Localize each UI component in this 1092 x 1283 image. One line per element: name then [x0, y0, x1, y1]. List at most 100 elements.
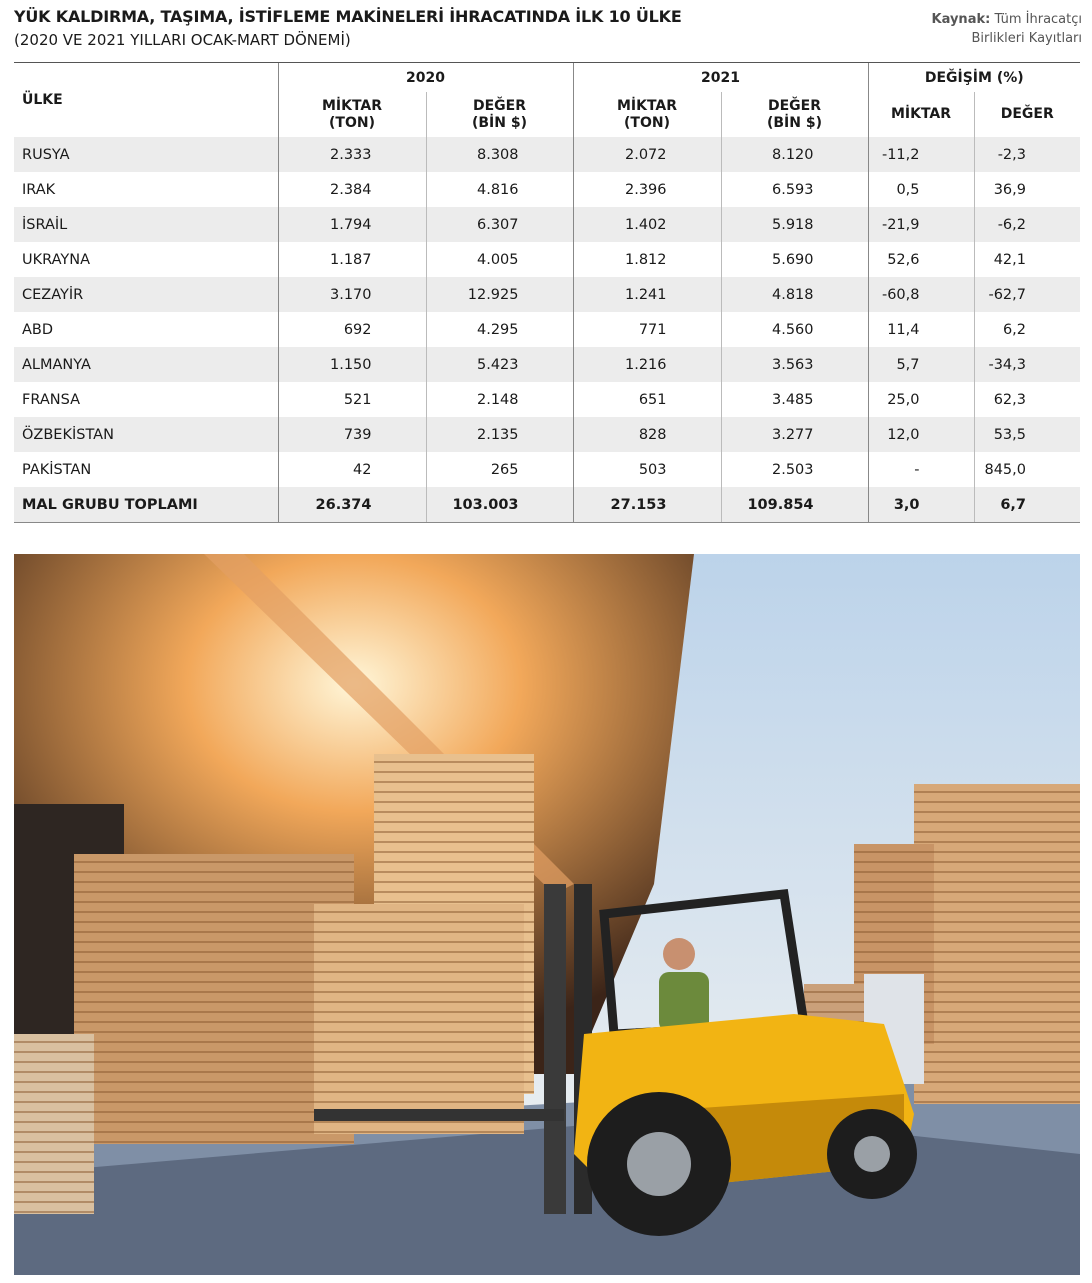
cell: 651 [572, 382, 721, 417]
cell: 6.307 [425, 207, 573, 242]
wood-stack [74, 854, 354, 1144]
country: PAKİSTAN [22, 461, 92, 478]
cell: 36,9 [973, 172, 1080, 207]
cell: 62,3 [973, 382, 1080, 417]
wood-stack [14, 1034, 94, 1214]
cell: 3.277 [720, 417, 868, 452]
fork [314, 1109, 564, 1121]
table-row: RUSYA 2.333 8.308 2.072 8.120 -11,2 -2,3 [14, 137, 1080, 172]
cell: 6.593 [720, 172, 868, 207]
column-header-line: DEĞER [1000, 106, 1054, 122]
column-header-line: MİKTAR [616, 97, 678, 114]
cell: 5.690 [720, 242, 868, 277]
cell: -6,2 [973, 207, 1080, 242]
cell: -21,9 [867, 207, 974, 242]
cell: 2.333 [277, 137, 426, 172]
cell: 1.187 [277, 242, 426, 277]
cell: 109.854 [720, 487, 868, 523]
cell: -11,2 [867, 137, 974, 172]
cell: 1.812 [572, 242, 721, 277]
country: İSRAİL [14, 207, 278, 242]
cell: 53,5 [973, 417, 1080, 452]
cell: 3.485 [720, 382, 868, 417]
cell: 4.818 [720, 277, 868, 312]
cell: 5.918 [720, 207, 868, 242]
cell: 2.072 [572, 137, 721, 172]
table-body: RUSYA 2.333 8.308 2.072 8.120 -11,2 -2,3 IRAK 2.… [14, 137, 1080, 523]
source-label: Kaynak: [931, 12, 991, 27]
cell: 27.153 [572, 487, 721, 523]
data-table: ÜLKE 2020 2021 DEĞİŞİM (%) MİKTAR (TON) DEĞER(… [14, 62, 1080, 523]
cell: 2.135 [425, 417, 573, 452]
cell: 0,5 [867, 172, 974, 207]
cell: 4.295 [425, 312, 573, 347]
cell: 771 [572, 312, 721, 347]
column-header-line: (BİN $) [471, 114, 527, 131]
cell: 2.148 [425, 382, 573, 417]
column-header: MİKTAR (TON) [572, 92, 721, 137]
cell: 42 [277, 452, 426, 487]
cell: 2.396 [572, 172, 721, 207]
cell: 26.374 [277, 487, 426, 523]
table-row: ABD 692 4.295 771 4.560 11,4 6,2 [14, 312, 1080, 347]
cell: 8.120 [720, 137, 868, 172]
column-header-line: DEĞER [767, 97, 822, 114]
group-header: 2020 [277, 62, 573, 92]
cell: 5,7 [867, 347, 974, 382]
country: ALMANYA [14, 347, 278, 382]
wood-stack [914, 784, 1080, 1104]
country: ABD [22, 321, 54, 338]
cell: 3,0 [867, 487, 974, 523]
cell: 692 [277, 312, 426, 347]
cell: 12,0 [867, 417, 974, 452]
group-header: 2021 [572, 62, 868, 92]
column-header-line: MİKTAR [321, 97, 383, 114]
cell: 3.170 [277, 277, 426, 312]
cell: 103.003 [425, 487, 573, 523]
cell: -2,3 [973, 137, 1080, 172]
cell: 25,0 [867, 382, 974, 417]
table-row: İSRAİL 1.794 6.307 1.402 5.918 -21,9 -6,2 [14, 207, 1080, 242]
cell: 503 [572, 452, 721, 487]
country: MAL GRUBU TOPLAMI [14, 487, 278, 523]
table-row: CEZAYİR 3.170 12.925 1.241 4.818 -60,8 -62,7 [14, 277, 1080, 312]
cell: 1.241 [572, 277, 721, 312]
cell: 1.216 [572, 347, 721, 382]
table-row: IRAK 2.384 4.816 2.396 6.593 0,5 36,9 [14, 172, 1080, 207]
cell: 8.308 [425, 137, 573, 172]
group-row: ÜLKE 2020 2021 DEĞİŞİM (%) [14, 62, 1080, 137]
cell: 521 [277, 382, 426, 417]
cell: 739 [277, 417, 426, 452]
cell: 6,2 [973, 312, 1080, 347]
wood-stack [314, 904, 524, 1134]
cell: 1.794 [277, 207, 426, 242]
total-row: MAL GRUBU TOPLAMI 26.374 103.003 27.153 109.… [14, 487, 1080, 523]
mast [544, 884, 566, 1214]
cell: 11,4 [867, 312, 974, 347]
cell: 1.150 [277, 347, 426, 382]
driver-head [663, 938, 695, 970]
cell: 5.423 [425, 347, 573, 382]
cell: -62,7 [973, 277, 1080, 312]
table-row: ÖZBEKİSTAN 739 2.135 828 3.277 12,0 53,5 [14, 417, 1080, 452]
column-header: DEĞER (BİN $) [720, 92, 868, 137]
cell: - [867, 452, 974, 487]
table-row: PAKİSTAN 42 265 503 2.503-845,0 [14, 452, 1080, 487]
cell: -60,8 [867, 277, 974, 312]
cell: 6,7 [973, 487, 1080, 523]
column-header-line: (TON) [624, 114, 670, 131]
cell: 4.560 [720, 312, 868, 347]
cell: 4.005 [425, 242, 573, 277]
country: RUSYA [14, 137, 278, 172]
source: Kaynak: Tüm İhracatçı Birlikleri Kayıtla… [922, 10, 1082, 48]
forklift-photo [14, 554, 1080, 1275]
driver-body [659, 972, 709, 1032]
hub [627, 1132, 691, 1196]
table-row: ALMANYA 1.150 5.423 1.216 3.563 5,7 -34,3 [14, 347, 1080, 382]
column-header-line: (TON) [329, 114, 375, 131]
group-header: DEĞİŞİM (%) [867, 62, 1080, 92]
country: IRAK [22, 181, 56, 198]
cell: 828 [572, 417, 721, 452]
subtitle: (2020 VE 2021 YILLARI OCAK-MART DÖNEMİ) [14, 31, 351, 49]
